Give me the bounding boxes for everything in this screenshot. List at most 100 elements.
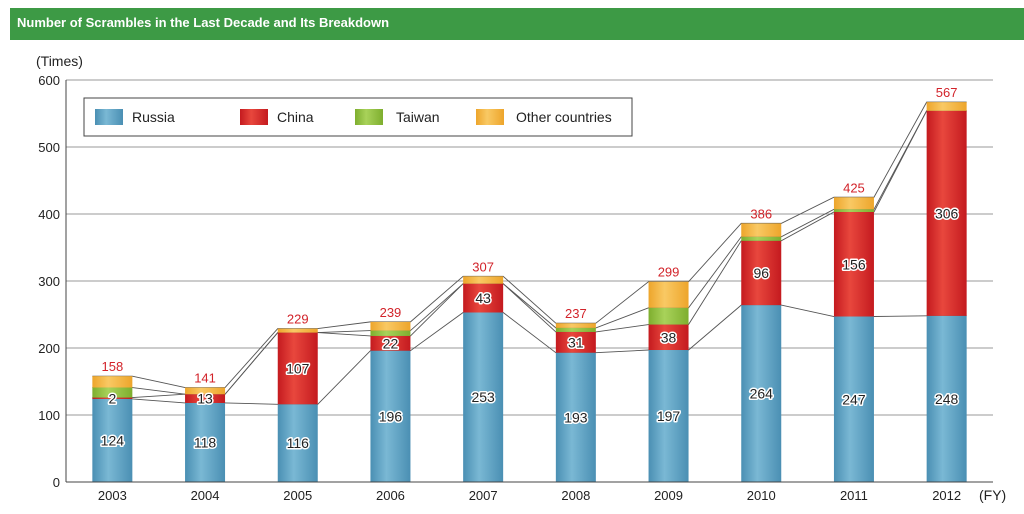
bar-china-2003 (92, 397, 133, 399)
data-labels: 124 118 116 196 253 193 197 264 247 248 2 13 107 22 43… (99, 85, 960, 453)
bar-china-2009 (648, 324, 689, 351)
data-label-china: 96 (753, 265, 769, 281)
bar-other-countries-2011 (833, 197, 874, 210)
bar-china-2004 (185, 394, 226, 403)
y-tick-label: 200 (38, 341, 60, 356)
total-label: 425 (843, 180, 865, 195)
bar-other-countries-2007 (463, 276, 504, 284)
legend-label-other-countries: Other countries (516, 109, 612, 125)
y-tick-label: 300 (38, 274, 60, 289)
total-label: 158 (101, 359, 123, 374)
x-tick-label: 2012 (932, 488, 961, 503)
total-label: 299 (658, 265, 680, 280)
x-tick-label: 2011 (840, 488, 868, 503)
bar-russia-2005 (277, 404, 318, 482)
bar-other-countries-2008 (555, 323, 596, 328)
bar-taiwan-2010 (741, 236, 782, 241)
data-label-russia: 193 (564, 409, 588, 425)
data-label-russia: 118 (194, 434, 217, 450)
bar-other-countries-2004 (185, 387, 226, 395)
bar-taiwan-2011 (833, 209, 874, 212)
bar-other-countries-2003 (92, 376, 133, 388)
bar-russia-2012 (926, 315, 967, 482)
bar-taiwan-2003 (92, 387, 133, 398)
bar-china-2010 (741, 240, 782, 306)
x-axis-unit-label: (FY) (979, 487, 1006, 503)
bar-russia-2011 (833, 316, 874, 482)
bar-russia-2008 (555, 352, 596, 482)
chart-title: Number of Scrambles in the Last Decade a… (17, 15, 390, 30)
data-label-china: 156 (842, 256, 866, 272)
bar-taiwan-2009 (648, 307, 689, 325)
x-tick-label: 2008 (561, 488, 590, 503)
x-tick-label: 2007 (469, 488, 498, 503)
data-label-china: 107 (286, 360, 310, 376)
bar-china-2007 (463, 283, 504, 313)
data-label-russia: 253 (471, 389, 495, 405)
data-label-china: 43 (475, 290, 491, 306)
data-label-russia: 124 (101, 432, 125, 448)
bar-taiwan-2006 (370, 330, 411, 336)
bar-taiwan-2008 (555, 327, 596, 332)
bars (92, 102, 967, 482)
legend-label-china: China (277, 109, 314, 125)
data-label-china: 22 (383, 335, 399, 351)
y-tick-label: 400 (38, 207, 60, 222)
legend-swatch-russia (95, 109, 123, 125)
total-label: 237 (565, 306, 587, 321)
legend-swatch-taiwan (355, 109, 383, 125)
connector-line-taiwan (92, 110, 967, 395)
chart-title-banner: Number of Scrambles in the Last Decade a… (10, 8, 1024, 40)
connector-line-russia (92, 304, 967, 405)
bar-other-countries-2006 (370, 321, 411, 331)
legend: Russia China Taiwan Other countries (83, 97, 633, 137)
data-label-china: 38 (661, 329, 677, 345)
bar-china-2008 (555, 331, 596, 353)
bar-russia-2006 (370, 350, 411, 482)
axes: 0 100 200 300 400 500 600 2003 2004 2005 2006 2007 2… (38, 73, 993, 503)
bar-other-countries-2012 (926, 102, 967, 111)
bar-russia-2009 (648, 350, 689, 482)
bar-china-2006 (370, 335, 411, 351)
x-tick-label: 2009 (654, 488, 683, 503)
total-label: 141 (194, 371, 216, 386)
data-label-russia: 116 (287, 435, 310, 451)
total-label: 567 (936, 85, 958, 100)
bar-russia-2004 (185, 402, 226, 482)
y-tick-label: 100 (38, 408, 60, 423)
data-label-russia: 247 (842, 391, 866, 407)
bar-china-2012 (926, 110, 967, 316)
y-tick-label: 0 (53, 475, 60, 490)
legend-swatch-other-countries (476, 109, 504, 125)
legend-swatch-china (240, 109, 268, 125)
bar-china-2005 (277, 332, 318, 405)
data-label-china: 31 (568, 334, 584, 350)
connector-lines (92, 101, 967, 405)
total-label: 239 (380, 305, 402, 320)
data-label-china: 13 (197, 391, 213, 407)
y-tick-label: 600 (38, 73, 60, 88)
data-label-russia: 197 (657, 408, 681, 424)
data-label-china: 306 (935, 205, 959, 221)
data-label-russia: 248 (935, 391, 959, 407)
data-label-russia: 264 (750, 386, 774, 402)
x-tick-label: 2005 (283, 488, 312, 503)
legend-label-russia: Russia (132, 109, 175, 125)
x-tick-label: 2003 (98, 488, 127, 503)
x-tick-label: 2006 (376, 488, 405, 503)
legend-label-taiwan: Taiwan (396, 109, 440, 125)
x-tick-label: 2010 (747, 488, 776, 503)
bar-other-countries-2009 (648, 281, 689, 308)
data-label-china: 2 (108, 390, 116, 406)
total-label: 307 (472, 259, 494, 274)
total-label: 386 (750, 206, 772, 221)
y-axis-unit-label: (Times) (36, 53, 83, 69)
bar-russia-2010 (741, 305, 782, 482)
bar-russia-2003 (92, 398, 133, 482)
x-tick-label: 2004 (191, 488, 220, 503)
bar-other-countries-2005 (277, 328, 318, 333)
bar-china-2011 (833, 211, 874, 317)
y-tick-label: 500 (38, 140, 60, 155)
bar-other-countries-2010 (741, 223, 782, 237)
